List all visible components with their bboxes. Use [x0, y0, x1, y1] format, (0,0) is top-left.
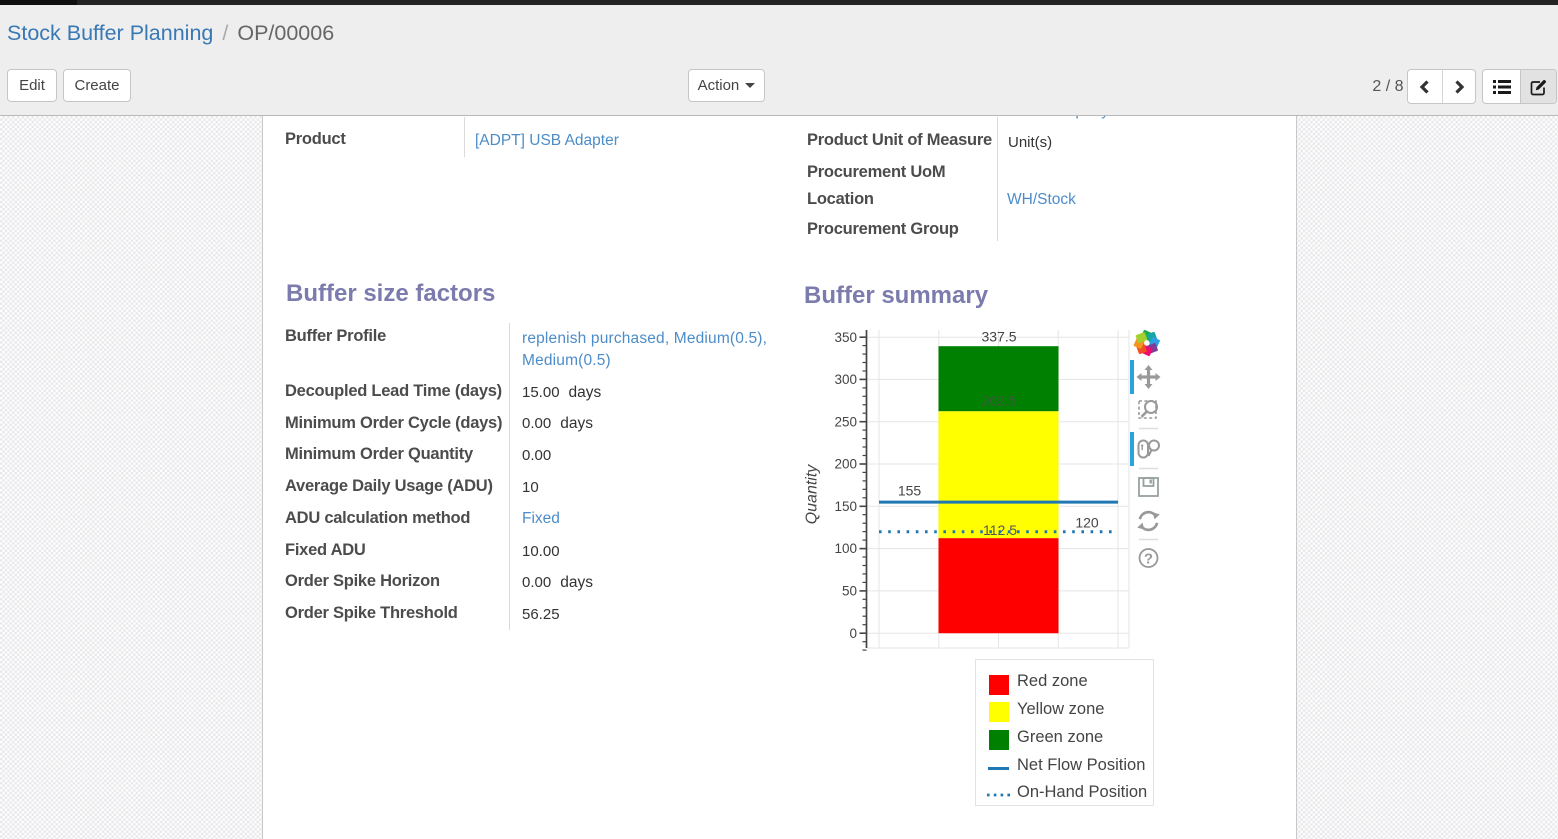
- svg-text:Quantity: Quantity: [804, 464, 821, 525]
- svg-text:200: 200: [834, 457, 857, 472]
- svg-text:337.5: 337.5: [981, 329, 1016, 345]
- svg-text:262.5: 262.5: [981, 393, 1016, 409]
- svg-text:?: ?: [1144, 550, 1153, 567]
- svg-text:300: 300: [834, 372, 857, 387]
- svg-text:350: 350: [834, 330, 857, 345]
- svg-text:112.5: 112.5: [983, 522, 1017, 538]
- svg-text:250: 250: [834, 414, 857, 429]
- svg-text:120: 120: [1075, 515, 1099, 531]
- svg-text:0: 0: [849, 626, 857, 641]
- svg-text:155: 155: [898, 483, 922, 499]
- svg-text:150: 150: [834, 499, 857, 514]
- svg-text:100: 100: [834, 541, 857, 556]
- svg-text:50: 50: [842, 584, 857, 599]
